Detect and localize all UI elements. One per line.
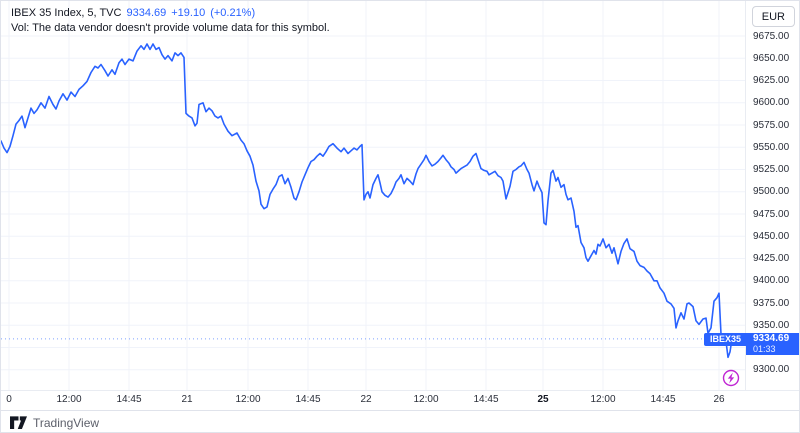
price-tick-label: 9675.00 (753, 31, 790, 42)
time-tick-label: 14:45 (650, 394, 676, 405)
time-tick-label: 14:45 (473, 394, 499, 405)
time-tick-label: 12:00 (235, 394, 261, 405)
time-tick-label: 14:45 (116, 394, 142, 405)
price-change-percent: (+0.21%) (210, 7, 256, 19)
price-change-value: +19.10 (171, 7, 206, 19)
price-tick-label: 9425.00 (753, 253, 790, 264)
price-tick-label: 9450.00 (753, 231, 790, 242)
time-tick-label: 14:45 (295, 394, 321, 405)
chart-area[interactable]: IBEX 35 Index, 5, TVC 9334.69 +19.10 (+0.21… (1, 1, 747, 390)
price-tick-label: 9300.00 (753, 364, 790, 375)
price-axis[interactable]: EUR 9334.69 01:33 9675.00 9650.00 9625.00 9… (745, 1, 799, 390)
bar-countdown: 01:33 (753, 344, 776, 354)
legend-symbol-row: IBEX 35 Index, 5, TVC 9334.69 +19.10 (+0.21… (11, 7, 330, 20)
time-tick-label: 12:00 (56, 394, 82, 405)
price-tick-label: 9625.00 (753, 75, 790, 86)
last-price-value: 9334.69 (126, 7, 167, 19)
time-tick-label: 26 (713, 394, 725, 405)
price-tick-label: 9400.00 (753, 275, 790, 286)
price-tick-label: 9500.00 (753, 186, 790, 197)
currency-button[interactable]: EUR (751, 6, 795, 27)
price-tick-label: 9600.00 (753, 97, 790, 108)
footer-bar: TradingView (1, 410, 799, 432)
current-price-label: 9334.69 01:33 (746, 333, 799, 355)
price-tick-label: 9650.00 (753, 53, 790, 64)
price-tick-label: 9475.00 (753, 209, 790, 220)
price-tick-label: 9550.00 (753, 142, 790, 153)
chart-legend: IBEX 35 Index, 5, TVC 9334.69 +19.10 (+0.21… (11, 7, 330, 35)
time-tick-label: 25 (537, 394, 549, 405)
price-tick-label: 9575.00 (753, 120, 790, 131)
tradingview-logo-icon[interactable] (10, 415, 27, 430)
time-tick-label: 12:00 (590, 394, 616, 405)
price-tick-label: 9350.00 (753, 320, 790, 331)
symbol-title: IBEX 35 Index, 5, TVC (11, 7, 122, 19)
volume-note: Vol: The data vendor doesn't provide vol… (11, 22, 330, 34)
time-tick-label: 21 (181, 394, 193, 405)
symbol-price-tag: IBEX35 (703, 333, 747, 346)
lightning-bolt-glyph (727, 372, 735, 384)
price-tick-label: 9525.00 (753, 164, 790, 175)
current-price-text: 9334.69 (753, 333, 790, 344)
price-line-series (1, 43, 733, 359)
time-tick-label: 0 (6, 394, 12, 405)
price-tick-label: 9375.00 (753, 298, 790, 309)
time-tick-label: 12:00 (413, 394, 439, 405)
price-chart (1, 1, 747, 390)
time-axis[interactable]: 0 12:00 14:45 21 12:00 14:45 22 12:00 14:45 25 12:… (1, 390, 799, 410)
time-tick-label: 22 (360, 394, 372, 405)
tradingview-brand-link[interactable]: TradingView (33, 415, 100, 430)
